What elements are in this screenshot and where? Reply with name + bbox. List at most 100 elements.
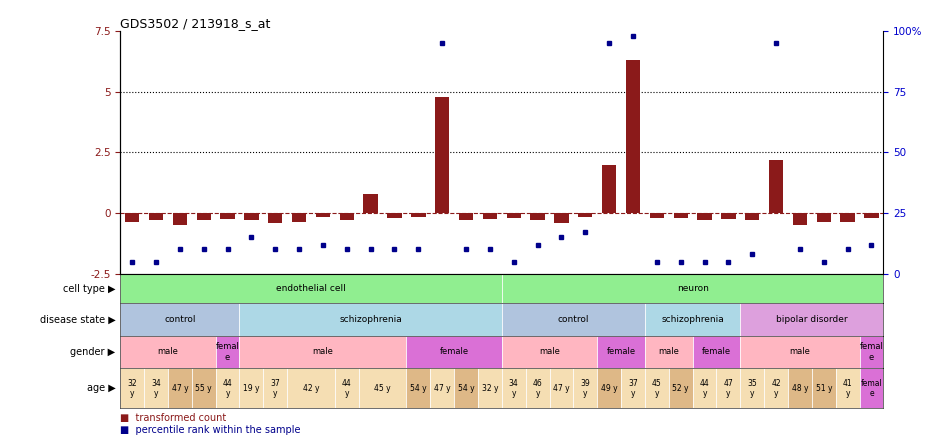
- Bar: [507, 213, 521, 218]
- Bar: [483, 213, 497, 219]
- Text: 48 y: 48 y: [792, 384, 808, 393]
- Text: male: male: [659, 347, 679, 357]
- Bar: [626, 60, 640, 213]
- Text: female: female: [702, 347, 731, 357]
- Text: 45 y: 45 y: [375, 384, 391, 393]
- Text: 55 y: 55 y: [195, 384, 212, 393]
- Bar: [722, 213, 735, 219]
- Bar: [335, 368, 359, 408]
- Text: femal
e: femal e: [216, 342, 240, 361]
- Text: 42 y: 42 y: [302, 384, 319, 393]
- Text: 47 y: 47 y: [171, 384, 188, 393]
- Text: 54 y: 54 y: [458, 384, 475, 393]
- Bar: [191, 368, 216, 408]
- Bar: [740, 368, 764, 408]
- Bar: [120, 303, 240, 336]
- Text: 39
y: 39 y: [580, 379, 590, 398]
- Text: female: female: [439, 347, 469, 357]
- Text: 52 y: 52 y: [672, 384, 689, 393]
- Bar: [216, 368, 240, 408]
- Bar: [240, 303, 501, 336]
- Bar: [216, 336, 240, 368]
- Bar: [430, 368, 454, 408]
- Text: 35
y: 35 y: [747, 379, 757, 398]
- Text: 51 y: 51 y: [816, 384, 832, 393]
- Bar: [835, 368, 859, 408]
- Text: male: male: [539, 347, 560, 357]
- Bar: [769, 160, 783, 213]
- Bar: [339, 213, 354, 220]
- Bar: [120, 336, 216, 368]
- Text: 49 y: 49 y: [601, 384, 618, 393]
- Bar: [435, 97, 450, 213]
- Text: control: control: [558, 315, 589, 324]
- Bar: [240, 368, 264, 408]
- Text: endothelial cell: endothelial cell: [277, 284, 346, 293]
- Bar: [740, 336, 859, 368]
- Text: 37
y: 37 y: [628, 379, 638, 398]
- Bar: [598, 336, 645, 368]
- Bar: [793, 213, 807, 225]
- Bar: [574, 368, 598, 408]
- Text: 47 y: 47 y: [553, 384, 570, 393]
- Text: bipolar disorder: bipolar disorder: [776, 315, 847, 324]
- Text: neuron: neuron: [677, 284, 709, 293]
- Bar: [525, 368, 549, 408]
- Bar: [549, 368, 574, 408]
- Bar: [812, 368, 835, 408]
- Bar: [244, 213, 259, 220]
- Bar: [645, 336, 693, 368]
- Text: schizophrenia: schizophrenia: [661, 315, 724, 324]
- Text: GDS3502 / 213918_s_at: GDS3502 / 213918_s_at: [120, 17, 271, 30]
- Text: 32
y: 32 y: [128, 379, 137, 398]
- Text: gender ▶: gender ▶: [70, 347, 116, 357]
- Bar: [764, 368, 788, 408]
- Text: 32 y: 32 y: [482, 384, 499, 393]
- Text: 47 y: 47 y: [434, 384, 450, 393]
- Text: age ▶: age ▶: [87, 383, 116, 393]
- Bar: [649, 213, 664, 218]
- Text: schizophrenia: schizophrenia: [339, 315, 402, 324]
- Text: 19 y: 19 y: [243, 384, 260, 393]
- Text: male: male: [789, 347, 810, 357]
- Text: male: male: [157, 347, 179, 357]
- Bar: [645, 303, 740, 336]
- Bar: [554, 213, 569, 223]
- Text: 41
y: 41 y: [843, 379, 853, 398]
- Bar: [669, 368, 693, 408]
- Bar: [168, 368, 191, 408]
- Text: 34
y: 34 y: [151, 379, 161, 398]
- Bar: [530, 213, 545, 220]
- Bar: [196, 213, 211, 220]
- Bar: [120, 368, 144, 408]
- Bar: [220, 213, 235, 219]
- Bar: [598, 368, 621, 408]
- Bar: [817, 213, 831, 222]
- Bar: [478, 368, 501, 408]
- Text: femal
e: femal e: [860, 379, 882, 398]
- Text: 42
y: 42 y: [771, 379, 781, 398]
- Bar: [388, 213, 401, 218]
- Text: 44
y: 44 y: [342, 379, 352, 398]
- Bar: [697, 213, 711, 220]
- Bar: [501, 368, 525, 408]
- Text: ■  percentile rank within the sample: ■ percentile rank within the sample: [120, 425, 301, 435]
- Bar: [120, 274, 501, 303]
- Bar: [406, 336, 501, 368]
- Text: 47
y: 47 y: [723, 379, 734, 398]
- Bar: [841, 213, 855, 222]
- Text: 54 y: 54 y: [410, 384, 426, 393]
- Bar: [359, 368, 406, 408]
- Bar: [173, 213, 187, 225]
- Text: male: male: [313, 347, 333, 357]
- Bar: [864, 213, 879, 218]
- Bar: [240, 336, 406, 368]
- Bar: [125, 213, 140, 222]
- Bar: [673, 213, 688, 218]
- Bar: [693, 368, 717, 408]
- Text: disease state ▶: disease state ▶: [40, 314, 116, 325]
- Bar: [501, 336, 598, 368]
- Text: 37
y: 37 y: [270, 379, 280, 398]
- Bar: [287, 368, 335, 408]
- Bar: [578, 213, 592, 217]
